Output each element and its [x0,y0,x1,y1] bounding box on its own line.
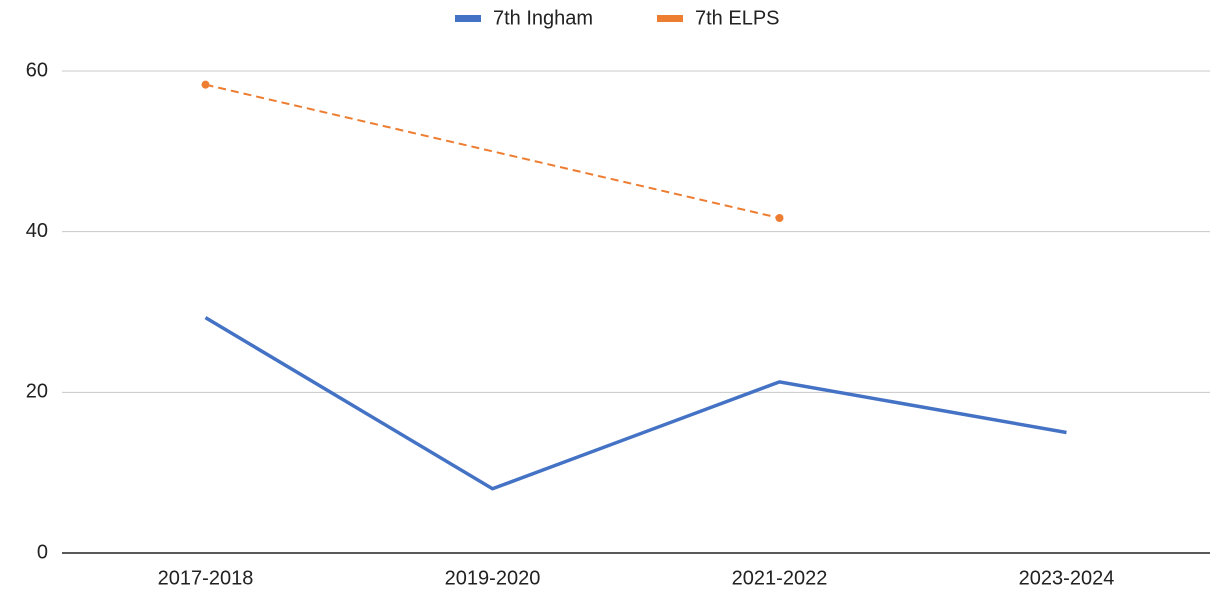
series-marker [775,214,784,223]
legend-label: 7th ELPS [695,7,780,29]
series-line [204,316,1067,491]
x-tick-label: 2021-2022 [732,567,828,589]
legend-label: 7th Ingham [493,7,593,29]
x-tick-label: 2019-2020 [445,567,541,589]
y-tick-label: 40 [26,220,48,242]
series-marker [201,80,210,89]
legend-swatch [657,15,683,22]
x-tick-label: 2023-2024 [1019,567,1115,589]
series-line [205,83,780,219]
legend-swatch [455,15,481,22]
y-tick-label: 60 [26,59,48,81]
y-tick-label: 0 [37,541,48,563]
y-tick-label: 20 [26,381,48,403]
x-tick-label: 2017-2018 [158,567,254,589]
